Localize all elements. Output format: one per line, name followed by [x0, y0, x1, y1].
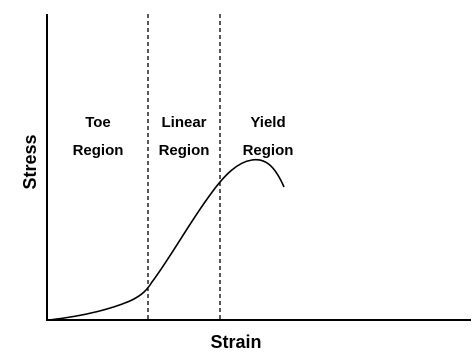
region-label: Region — [159, 142, 210, 159]
region-label: Region — [73, 142, 124, 159]
region-label: Yield — [250, 114, 285, 131]
region-label: Region — [243, 142, 294, 159]
x-axis-label: Strain — [210, 332, 261, 352]
stress-strain-curve — [48, 158, 285, 321]
y-axis-label: Stress — [20, 134, 40, 189]
region-label: Linear — [161, 114, 206, 131]
region-label: Toe — [85, 114, 111, 131]
